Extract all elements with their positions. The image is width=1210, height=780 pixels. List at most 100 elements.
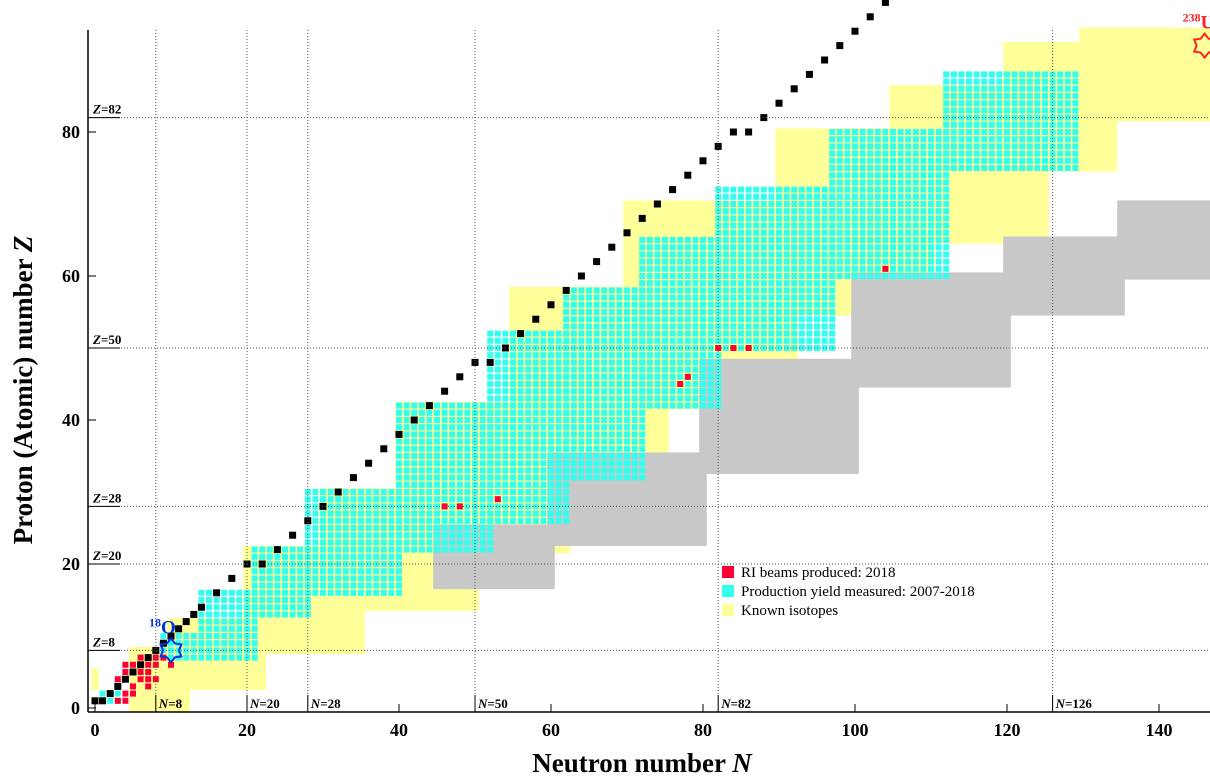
ri-beam-cell <box>456 503 463 510</box>
yield-cell <box>236 604 243 611</box>
yield-cell <box>639 309 646 315</box>
yield-cell <box>1049 107 1056 114</box>
yield-cell <box>707 237 714 243</box>
yield-cell <box>988 85 995 92</box>
yield-cell <box>532 460 539 467</box>
yield-cell <box>411 474 418 481</box>
yield-cell <box>517 453 524 459</box>
yield-cell <box>418 496 425 503</box>
yield-cell <box>981 150 988 157</box>
yield-cell <box>836 136 843 143</box>
ri-beam-cell <box>441 503 448 510</box>
yield-cell <box>563 352 570 359</box>
yield-cell <box>1042 71 1048 78</box>
yield-cell <box>920 258 927 265</box>
yield-cell <box>776 237 782 243</box>
yield-cell <box>988 157 995 164</box>
yield-cell <box>874 215 881 222</box>
yield-cell <box>905 229 912 236</box>
yield-cell <box>852 258 858 265</box>
yield-cell <box>198 589 205 596</box>
yield-cell <box>494 330 501 337</box>
yield-cell <box>563 388 570 395</box>
yield-cell <box>213 604 220 611</box>
yield-cell <box>380 589 387 596</box>
yield-cell <box>783 323 790 330</box>
yield-cell <box>677 323 684 330</box>
yield-cell <box>312 517 319 524</box>
yield-cell <box>928 165 934 171</box>
yield-cell <box>722 294 729 301</box>
yield-cell <box>783 330 790 337</box>
yield-cell <box>639 366 646 373</box>
yield-cell <box>396 424 402 431</box>
yield-cell <box>396 481 402 488</box>
yield-cell <box>776 222 782 229</box>
yield-cell <box>882 208 889 215</box>
yield-cell <box>555 424 562 431</box>
yield-cell <box>912 193 919 200</box>
yield-cell <box>852 244 858 251</box>
yield-cell <box>327 589 334 596</box>
yield-cell <box>426 438 433 445</box>
yield-cell <box>251 582 258 589</box>
yield-cell <box>517 388 524 395</box>
yield-cell <box>517 417 524 423</box>
yield-cell <box>631 381 638 387</box>
yield-cell <box>517 481 524 488</box>
yield-cell <box>631 323 638 330</box>
ri-beam-cell <box>130 661 136 668</box>
yield-cell <box>449 417 456 423</box>
yield-cell <box>646 280 653 287</box>
yield-cell <box>844 244 851 251</box>
yield-cell <box>715 337 722 344</box>
yield-cell <box>700 273 706 279</box>
yield-cell <box>897 273 904 279</box>
yield-cell <box>753 323 760 330</box>
yield-cell <box>798 323 805 330</box>
yield-cell <box>722 193 729 200</box>
yield-cell <box>852 222 858 229</box>
yield-cell <box>320 589 326 596</box>
yield-cell <box>396 417 402 423</box>
yield-cell <box>601 417 608 423</box>
yield-cell <box>1034 136 1041 143</box>
yield-cell <box>312 568 319 575</box>
yield-cell <box>996 71 1003 78</box>
yield-cell <box>745 265 752 272</box>
yield-cell <box>1034 100 1041 107</box>
yield-cell <box>776 215 782 222</box>
yield-cell <box>738 280 744 287</box>
yield-cell <box>981 157 988 164</box>
yield-cell <box>593 330 600 337</box>
highlight-star-marker <box>159 636 183 665</box>
yield-cell <box>236 640 243 647</box>
yield-cell <box>677 280 684 287</box>
yield-cell <box>867 237 874 243</box>
yield-cell <box>844 215 851 222</box>
stable-nuclide <box>866 13 874 21</box>
yield-cell <box>616 388 623 395</box>
yield-cell <box>570 352 577 359</box>
yield-cell <box>722 280 729 287</box>
yield-cell <box>403 510 410 517</box>
yield-cell <box>320 553 326 560</box>
yield-cell <box>715 280 722 287</box>
yield-cell <box>821 273 828 279</box>
yield-cell <box>1011 143 1018 150</box>
yield-cell <box>320 582 326 589</box>
yield-cell <box>1057 165 1064 171</box>
yield-cell <box>312 553 319 560</box>
yield-cell <box>715 193 722 200</box>
yield-cell <box>335 517 342 524</box>
yield-cell <box>890 165 896 171</box>
yield-cell <box>228 633 235 639</box>
yield-cell <box>890 129 896 135</box>
yield-cell <box>624 395 630 402</box>
yield-cell <box>563 481 570 488</box>
yield-cell <box>836 157 843 164</box>
yield-cell <box>1057 136 1064 143</box>
yield-cell <box>608 323 615 330</box>
yield-cell <box>586 316 592 323</box>
stable-nuclide <box>790 85 798 93</box>
